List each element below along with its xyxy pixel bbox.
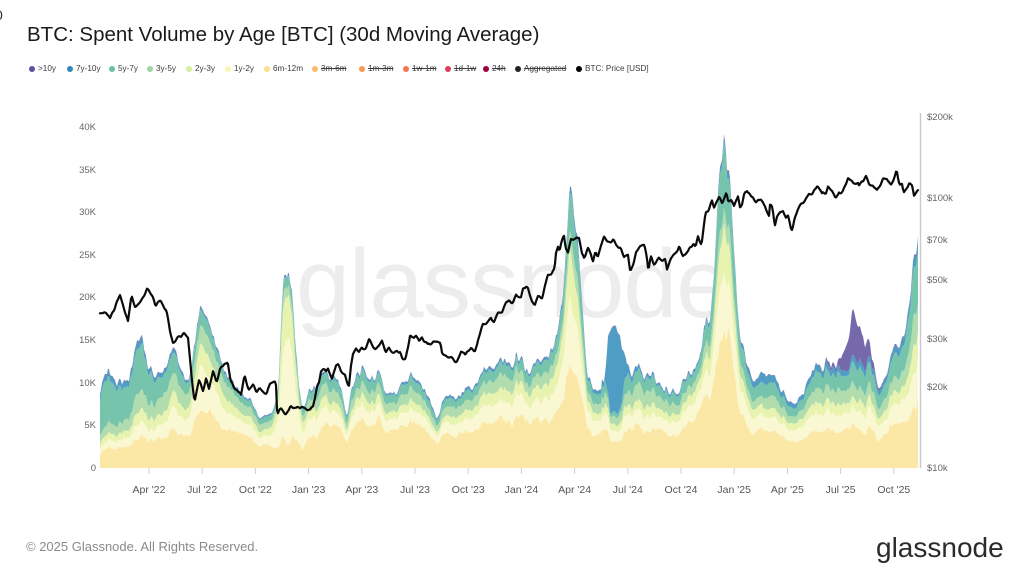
- svg-text:Apr '24: Apr '24: [558, 484, 591, 496]
- svg-text:Jul '22: Jul '22: [187, 484, 217, 496]
- svg-text:Jan '25: Jan '25: [717, 484, 751, 496]
- svg-text:Jul '24: Jul '24: [613, 484, 643, 496]
- svg-text:0: 0: [91, 463, 96, 474]
- svg-text:25K: 25K: [79, 250, 97, 261]
- svg-text:40K: 40K: [79, 122, 97, 133]
- svg-text:Apr '22: Apr '22: [133, 484, 166, 496]
- svg-text:20K: 20K: [79, 292, 97, 303]
- svg-text:15K: 15K: [79, 335, 97, 346]
- svg-text:Oct '23: Oct '23: [452, 484, 485, 496]
- svg-text:Apr '23: Apr '23: [345, 484, 378, 496]
- svg-text:$200k: $200k: [927, 112, 953, 123]
- svg-text:$20k: $20k: [927, 382, 948, 393]
- svg-text:$10k: $10k: [927, 463, 948, 474]
- svg-text:30K: 30K: [79, 207, 97, 218]
- svg-text:5K: 5K: [84, 420, 96, 431]
- svg-text:$100k: $100k: [927, 193, 953, 204]
- svg-text:$70k: $70k: [927, 235, 948, 246]
- svg-text:$50k: $50k: [927, 275, 948, 286]
- svg-text:Oct '24: Oct '24: [665, 484, 698, 496]
- svg-text:Jan '24: Jan '24: [505, 484, 539, 496]
- svg-text:Oct '22: Oct '22: [239, 484, 272, 496]
- svg-text:Jul '23: Jul '23: [400, 484, 430, 496]
- svg-text:Apr '25: Apr '25: [771, 484, 804, 496]
- svg-text:glassnode: glassnode: [296, 229, 729, 338]
- svg-text:35K: 35K: [79, 165, 97, 176]
- svg-text:Oct '25: Oct '25: [877, 484, 910, 496]
- svg-text:$30k: $30k: [927, 334, 948, 345]
- svg-text:10K: 10K: [79, 378, 97, 389]
- svg-text:Jan '23: Jan '23: [292, 484, 326, 496]
- svg-text:Jul '25: Jul '25: [826, 484, 856, 496]
